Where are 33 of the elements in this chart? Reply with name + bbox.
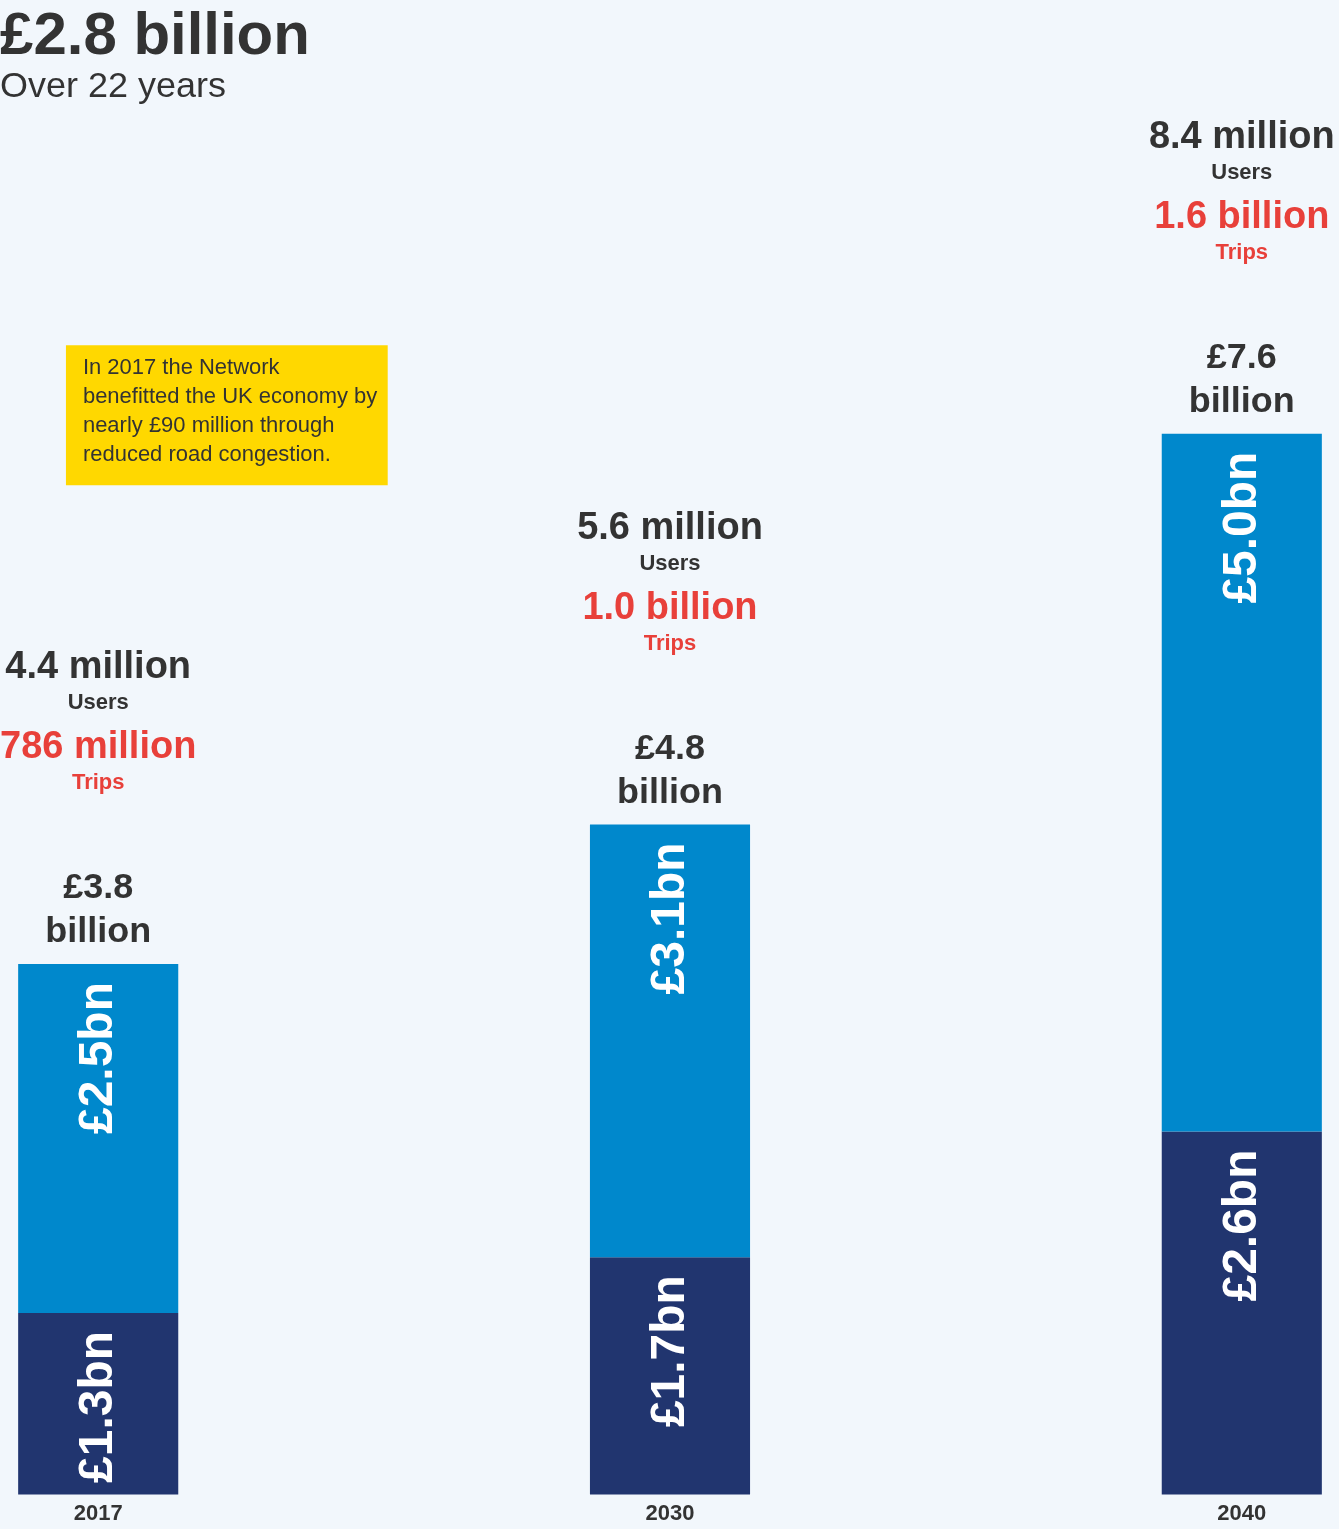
text: Trips: [1215, 238, 1269, 264]
text: 1.6 billion: [1154, 193, 1330, 236]
bar: [18, 1313, 179, 1495]
annotation: Trips: [71, 769, 125, 795]
total-label: £4.8 billion: [617, 725, 723, 811]
data-label: £2.5bn: [69, 982, 123, 1134]
text: Users: [1211, 158, 1273, 184]
bar: [589, 1257, 751, 1495]
x-tick-label: 2040: [1217, 1499, 1267, 1525]
data-label: £5.0bn: [1212, 451, 1266, 604]
annotation: Trips: [643, 629, 697, 655]
text: 8.4 million: [1148, 113, 1335, 156]
bar: [1161, 433, 1322, 1132]
chart-subtitle: Over 22 years: [0, 64, 226, 106]
x-tick-label: 2030: [645, 1499, 695, 1525]
bar: [589, 824, 751, 1258]
data-label: £2.6bn: [1212, 1149, 1266, 1302]
data-label: £3.1bn: [640, 842, 694, 995]
chart-title: £2.8 billion: [0, 0, 310, 67]
data-label: £1.3bn: [69, 1331, 123, 1483]
data-label: £1.7bn: [640, 1275, 694, 1428]
bar: [18, 964, 179, 1314]
annotation: Users: [639, 549, 701, 575]
annotation: In 2017 the Network benefitted the UK economy by nearly £90 million through reduced road congestion.: [82, 354, 378, 467]
annotation: 786 million: [0, 724, 197, 767]
annotation: 1.0 billion: [582, 584, 758, 627]
x-tick-label: 2017: [73, 1499, 123, 1525]
total-label: £7.6 billion: [1188, 334, 1295, 420]
annotation: 4.4 million: [5, 644, 192, 687]
total-label: £3.8 billion: [45, 865, 152, 951]
annotation: Users: [67, 689, 129, 715]
bar: [1161, 1131, 1322, 1495]
annotation: 5.6 million: [577, 504, 763, 547]
